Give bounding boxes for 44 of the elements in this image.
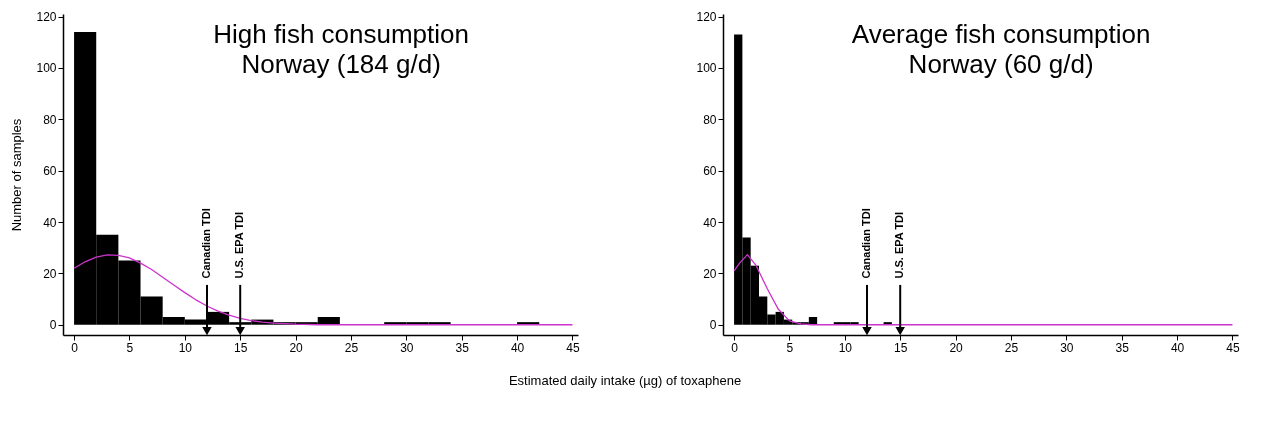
x-tick-label: 5 xyxy=(786,340,794,355)
y-tick-label: 80 xyxy=(703,112,717,127)
x-tick-label: 10 xyxy=(838,340,853,355)
x-tick-label: 20 xyxy=(949,340,964,355)
text: Norway (184 g/d) xyxy=(241,49,441,79)
x-tick-label: 25 xyxy=(1004,340,1019,355)
x-tick-label: 25 xyxy=(344,340,359,355)
y-tick-label: 100 xyxy=(696,61,717,76)
y-tick-label: 40 xyxy=(703,215,717,230)
ref-line-label: Canadian TDI xyxy=(199,208,212,279)
y-axis-title: Number of samples xyxy=(9,118,25,232)
x-tick-label: 40 xyxy=(1170,340,1185,355)
x-tick-label: 0 xyxy=(71,340,79,355)
x-tick-label: 0 xyxy=(731,340,739,355)
y-tick-label: 60 xyxy=(43,164,57,179)
text: Norway (60 g/d) xyxy=(908,49,1094,79)
x-tick-label: 40 xyxy=(510,340,525,355)
y-tick-label: 20 xyxy=(703,266,717,281)
x-tick-label: 10 xyxy=(178,340,193,355)
x-tick-label: 15 xyxy=(894,340,908,355)
x-axis-title: Estimated daily intake (µg) of toxaphene xyxy=(508,373,742,388)
x-tick-label: 5 xyxy=(126,340,134,355)
x-tick-label: 15 xyxy=(234,340,248,355)
ref-line-label: U.S. EPA TDI xyxy=(893,211,906,279)
y-tick-label: 120 xyxy=(696,10,717,25)
y-tick-label: 20 xyxy=(43,266,57,281)
x-tick-label: 35 xyxy=(1115,340,1130,355)
x-tick-label: 30 xyxy=(1060,340,1074,355)
ref-line-label: Canadian TDI xyxy=(859,208,872,279)
y-tick-label: 80 xyxy=(43,112,57,127)
y-tick-label: 60 xyxy=(703,164,717,179)
x-tick-label: 45 xyxy=(1226,340,1240,355)
x-tick-label: 20 xyxy=(289,340,304,355)
x-tick-label: 45 xyxy=(566,340,580,355)
x-tick-label: 30 xyxy=(400,340,414,355)
chart-title: High fish consumption xyxy=(213,19,470,49)
x-tick-label: 35 xyxy=(455,340,470,355)
y-tick-label: 0 xyxy=(709,318,717,333)
ref-line-label: U.S. EPA TDI xyxy=(233,211,246,279)
y-tick-label: 40 xyxy=(43,215,57,230)
y-tick-label: 0 xyxy=(49,318,57,333)
y-tick-label: 100 xyxy=(36,61,57,76)
chart-title: Average fish consumption xyxy=(851,19,1151,49)
y-tick-label: 120 xyxy=(36,10,57,25)
